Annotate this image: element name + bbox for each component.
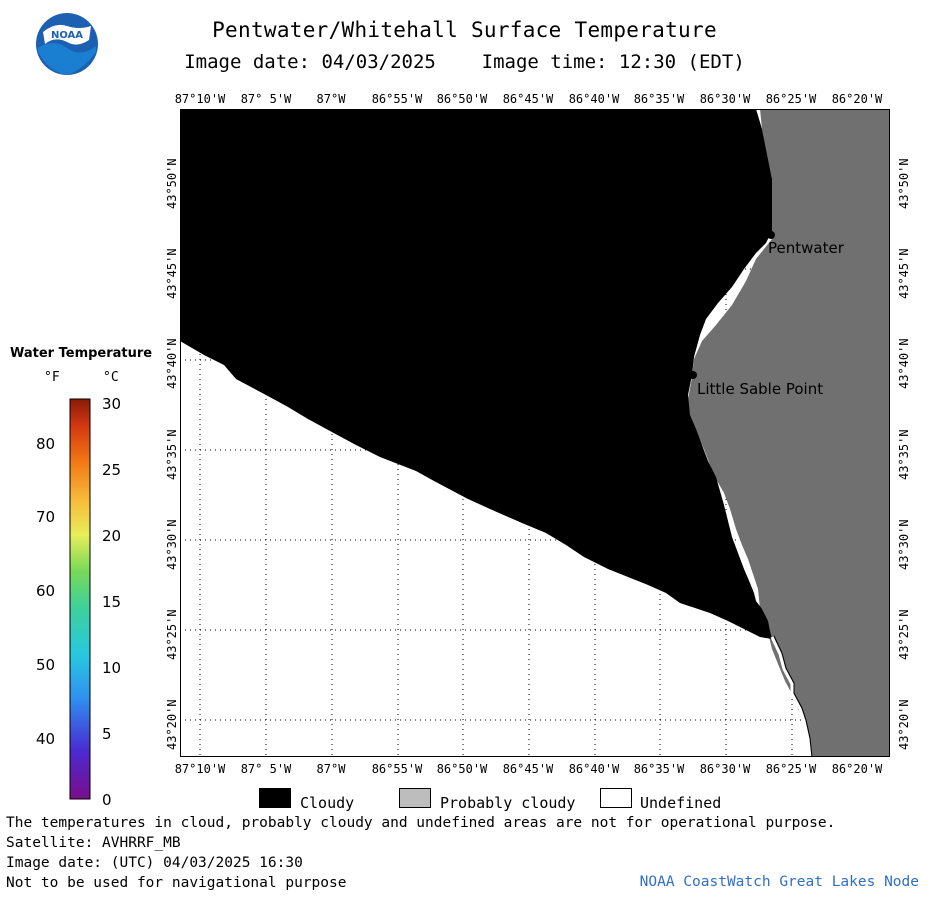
longitude-label: 87°10'W xyxy=(174,92,226,106)
longitude-label: 86°55'W xyxy=(371,762,423,776)
key-label-cloudy: Cloudy xyxy=(300,794,355,812)
latitude-label: 43°25'N xyxy=(897,609,911,660)
celsius-label: 20 xyxy=(102,527,122,545)
latitude-label: 43°30'N xyxy=(897,519,911,570)
little-sable-point-marker xyxy=(689,371,697,379)
place-label-pentwater: Pentwater xyxy=(768,239,845,257)
shoreline-outline xyxy=(773,635,813,757)
utc-date-text: Image date: (UTC) 04/03/2025 16:30 xyxy=(6,855,303,871)
longitude-label: 86°25'W xyxy=(765,92,817,106)
latitude-label: 43°35'N xyxy=(897,429,911,480)
map-frame xyxy=(180,109,890,757)
latitude-label: 43°45'N xyxy=(897,248,911,299)
key-label-probably-cloudy: Probably cloudy xyxy=(440,794,576,812)
longitude-label: 87°W xyxy=(316,762,346,776)
longitude-label: 86°40'W xyxy=(568,762,620,776)
celsius-label: 5 xyxy=(102,725,112,743)
latitude-label: 43°30'N xyxy=(165,519,179,570)
longitude-label: 86°20'W xyxy=(831,762,883,776)
longitude-label: 86°45'W xyxy=(502,762,554,776)
longitude-label: 86°55'W xyxy=(371,92,423,106)
longitude-label: 87°W xyxy=(316,92,346,106)
key-swatch-cloudy xyxy=(259,788,291,808)
key-label-undefined: Undefined xyxy=(640,794,722,812)
latitude-label: 43°20'N xyxy=(165,699,179,750)
longitude-label: 87° 5'W xyxy=(240,762,292,776)
unit-celsius: °C xyxy=(103,370,119,385)
key-swatch-undefined xyxy=(600,788,632,808)
longitude-label: 87°10'W xyxy=(174,762,226,776)
place-label-little-sable-point: Little Sable Point xyxy=(697,380,823,398)
latitude-label: 43°40'N xyxy=(165,338,179,389)
navigation-warning: Not to be used for navigational purpose xyxy=(6,875,347,891)
satellite-text: Satellite: AVHRRF_MB xyxy=(6,835,181,851)
longitude-label: 86°20'W xyxy=(831,92,883,106)
fahrenheit-label: 80 xyxy=(36,435,56,453)
noaa-logo-text: NOAA xyxy=(51,30,83,41)
celsius-label: 25 xyxy=(102,461,122,479)
latitude-label: 43°45'N xyxy=(165,248,179,299)
latitude-label: 43°20'N xyxy=(897,699,911,750)
pentwater-marker xyxy=(767,231,775,239)
fahrenheit-label: 40 xyxy=(36,730,56,748)
celsius-label: 0 xyxy=(102,791,112,809)
longitude-label: 86°35'W xyxy=(633,92,685,106)
longitude-label: 86°45'W xyxy=(502,92,554,106)
disclaimer-text: The temperatures in cloud, probably clou… xyxy=(6,815,836,831)
longitude-label: 86°35'W xyxy=(633,762,685,776)
longitude-label: 86°30'W xyxy=(699,762,751,776)
fahrenheit-label: 70 xyxy=(36,508,56,526)
longitude-label: 86°50'W xyxy=(436,92,488,106)
longitude-label: 86°50'W xyxy=(436,762,488,776)
image-date: Image date: 04/03/2025 xyxy=(184,51,436,73)
unit-fahrenheit: °F xyxy=(44,370,60,385)
map-area: Pentwater Little Sable Point xyxy=(180,109,890,757)
legend-title: Water Temperature xyxy=(10,346,153,361)
latitude-label: 43°50'N xyxy=(165,158,179,209)
noaa-logo-icon: NOAA xyxy=(36,13,98,75)
cloud-area xyxy=(180,109,772,639)
longitude-label: 86°30'W xyxy=(699,92,751,106)
celsius-label: 15 xyxy=(102,593,122,611)
key-swatch-probably-cloudy xyxy=(399,788,431,808)
temperature-colorbar xyxy=(69,398,91,800)
latitude-label: 43°25'N xyxy=(165,609,179,660)
latitude-label: 43°40'N xyxy=(897,338,911,389)
shoreline xyxy=(770,636,812,757)
credit-text: NOAA CoastWatch Great Lakes Node xyxy=(639,874,919,890)
image-time: Image time: 12:30 (EDT) xyxy=(481,51,745,73)
longitude-label: 86°40'W xyxy=(568,92,620,106)
celsius-label: 30 xyxy=(102,395,122,413)
longitude-label: 87° 5'W xyxy=(240,92,292,106)
latitude-label: 43°35'N xyxy=(165,429,179,480)
map-subtitle: Image date: 04/03/2025 Image time: 12:30… xyxy=(0,51,929,73)
celsius-label: 10 xyxy=(102,659,122,677)
latitude-label: 43°50'N xyxy=(897,158,911,209)
land-area xyxy=(688,109,890,757)
map-title: Pentwater/Whitehall Surface Temperature xyxy=(212,18,717,42)
fahrenheit-label: 50 xyxy=(36,656,56,674)
longitude-label: 86°25'W xyxy=(765,762,817,776)
fahrenheit-label: 60 xyxy=(36,582,56,600)
